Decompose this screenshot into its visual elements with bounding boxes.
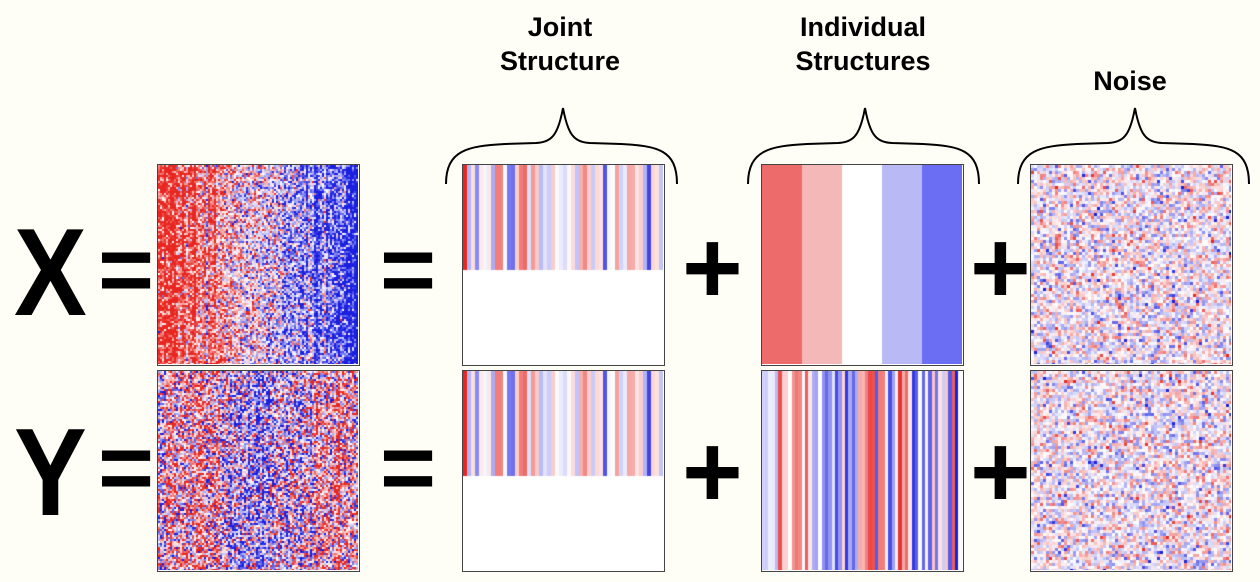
y-data-heatmap [157,370,360,572]
x-joint-structure-matrix [462,164,665,366]
x-individual-structure-matrix [761,164,964,366]
y-individual-structure-matrix [761,370,964,572]
y-variable-label: Y [14,404,87,542]
noise-header: Noise [1093,66,1167,96]
y-noise-matrix [1030,370,1233,572]
y-joint-structure-matrix [462,370,665,572]
joint-brace [445,107,678,185]
x-equals-2: = [380,216,437,323]
y-equals-1: = [98,414,155,521]
individual-brace [747,107,980,185]
individual-structures-header: Individual Structures [795,12,931,76]
x-data-heatmap [157,164,360,366]
x-plus-2: + [970,210,1031,326]
x-plus-1: + [682,210,743,326]
noise-brace [1017,107,1250,185]
x-noise-matrix [1030,164,1233,366]
y-plus-2: + [970,414,1031,530]
x-equals-1: = [98,216,155,323]
y-equals-2: = [380,414,437,521]
x-variable-label: X [14,204,87,342]
y-plus-1: + [682,414,743,530]
joint-structure-header: Joint Structure [499,12,621,76]
